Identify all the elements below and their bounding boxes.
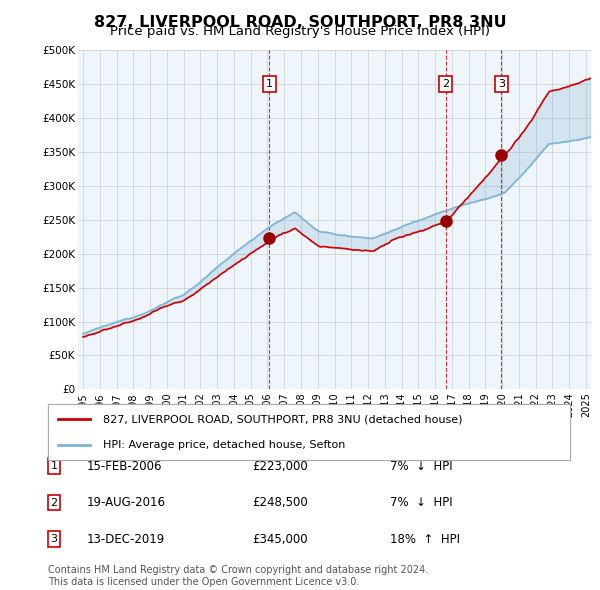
- Text: 827, LIVERPOOL ROAD, SOUTHPORT, PR8 3NU (detached house): 827, LIVERPOOL ROAD, SOUTHPORT, PR8 3NU …: [100, 415, 460, 425]
- Text: HPI: Average price, detached house, Sefton: HPI: Average price, detached house, Seft…: [103, 440, 345, 450]
- Text: 3: 3: [50, 535, 58, 544]
- Text: 7%  ↓  HPI: 7% ↓ HPI: [390, 496, 452, 509]
- Text: 2: 2: [50, 498, 58, 507]
- Text: 1: 1: [50, 461, 58, 471]
- Text: £248,500: £248,500: [252, 496, 308, 509]
- Text: Contains HM Land Registry data © Crown copyright and database right 2024.
This d: Contains HM Land Registry data © Crown c…: [48, 565, 428, 587]
- Text: 827, LIVERPOOL ROAD, SOUTHPORT, PR8 3NU: 827, LIVERPOOL ROAD, SOUTHPORT, PR8 3NU: [94, 15, 506, 30]
- Text: 827, LIVERPOOL ROAD, SOUTHPORT, PR8 3NU (detached house): 827, LIVERPOOL ROAD, SOUTHPORT, PR8 3NU …: [103, 414, 463, 424]
- Text: 1: 1: [266, 79, 273, 89]
- Text: £345,000: £345,000: [252, 533, 308, 546]
- Text: Price paid vs. HM Land Registry's House Price Index (HPI): Price paid vs. HM Land Registry's House …: [110, 25, 490, 38]
- Text: 18%  ↑  HPI: 18% ↑ HPI: [390, 533, 460, 546]
- Text: 7%  ↓  HPI: 7% ↓ HPI: [390, 460, 452, 473]
- Text: 15-FEB-2006: 15-FEB-2006: [87, 460, 163, 473]
- Text: 19-AUG-2016: 19-AUG-2016: [87, 496, 166, 509]
- Text: 2: 2: [442, 79, 449, 89]
- Text: £223,000: £223,000: [252, 460, 308, 473]
- Text: HPI: Average price, detached house, Sefton: HPI: Average price, detached house, Seft…: [100, 442, 343, 452]
- Text: 13-DEC-2019: 13-DEC-2019: [87, 533, 165, 546]
- Text: 3: 3: [498, 79, 505, 89]
